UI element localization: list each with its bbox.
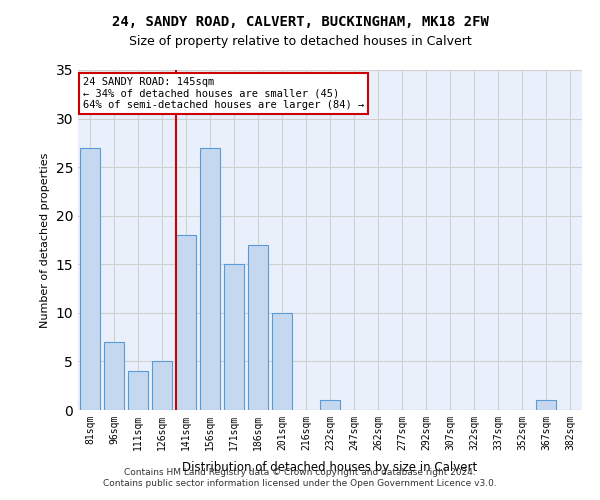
Bar (152, 362, 172, 410)
Text: 24 SANDY ROAD: 145sqm
← 34% of detached houses are smaller (45)
64% of semi-deta: 24 SANDY ROAD: 145sqm ← 34% of detached … (83, 77, 364, 110)
Bar (320, 400, 340, 410)
Bar (176, 235, 196, 410)
Text: Size of property relative to detached houses in Calvert: Size of property relative to detached ho… (128, 35, 472, 48)
Bar (128, 371, 148, 410)
Bar (104, 342, 124, 410)
Bar (80, 148, 100, 410)
X-axis label: Distribution of detached houses by size in Calvert: Distribution of detached houses by size … (182, 461, 478, 474)
Bar (248, 245, 268, 410)
Bar (536, 400, 556, 410)
Bar (224, 264, 244, 410)
Text: 24, SANDY ROAD, CALVERT, BUCKINGHAM, MK18 2FW: 24, SANDY ROAD, CALVERT, BUCKINGHAM, MK1… (112, 15, 488, 29)
Y-axis label: Number of detached properties: Number of detached properties (40, 152, 50, 328)
Text: Contains HM Land Registry data © Crown copyright and database right 2024.
Contai: Contains HM Land Registry data © Crown c… (103, 468, 497, 487)
Bar (200, 148, 220, 410)
Bar (272, 313, 292, 410)
